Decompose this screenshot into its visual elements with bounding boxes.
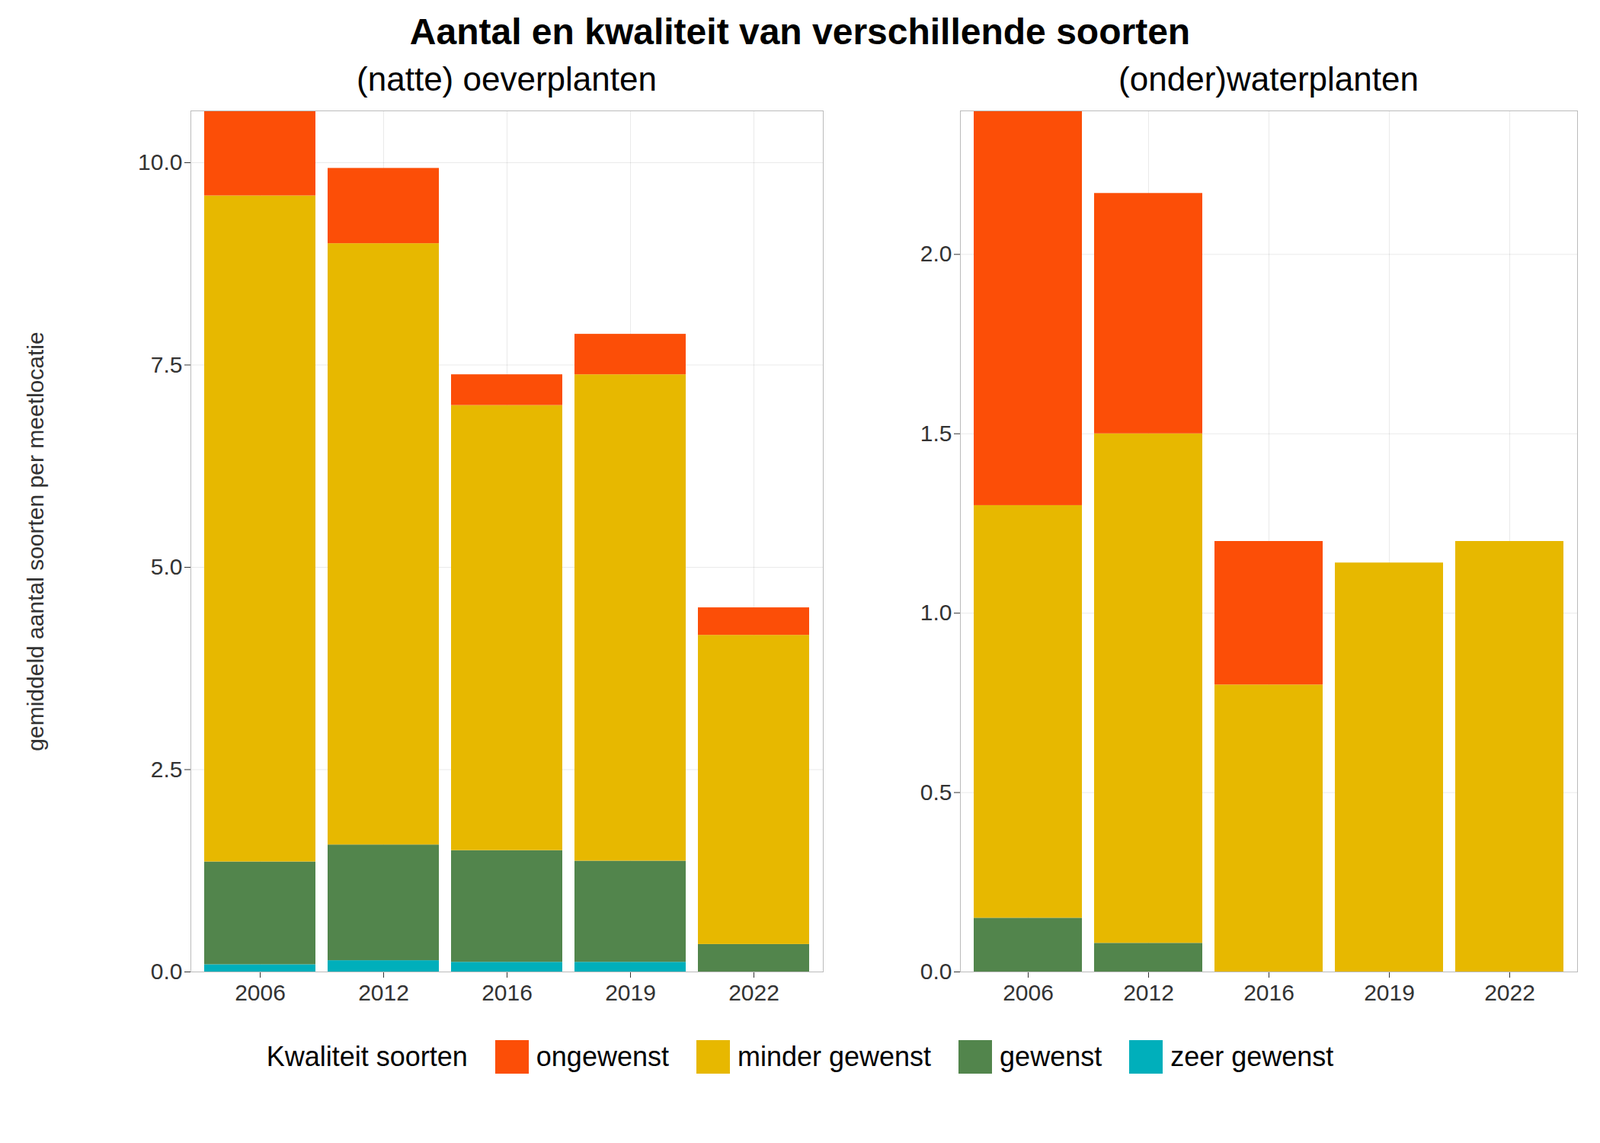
html-text:(natte) oeverplanten: (natte) oeverplanten	[356, 60, 657, 98]
svg-text:0.5: 0.5	[920, 779, 953, 805]
html-text:Kwaliteit soorten: Kwaliteit soorten	[266, 1040, 468, 1072]
html-text:zeer gewenst: zeer gewenst	[1170, 1040, 1334, 1072]
svg-text:2006: 2006	[1002, 979, 1054, 1005]
svg-text:0.0: 0.0	[150, 958, 183, 984]
svg-text:1.0: 1.0	[920, 599, 953, 625]
svg-text:2012: 2012	[1123, 979, 1175, 1005]
svg-text:2019: 2019	[604, 979, 656, 1005]
html-text:ongewenst: ongewenst	[536, 1040, 669, 1072]
svg-text:2012: 2012	[358, 979, 410, 1005]
svg-text:2019: 2019	[1363, 979, 1415, 1005]
svg-text:7.5: 7.5	[150, 352, 183, 378]
svg-text:2006: 2006	[234, 979, 286, 1005]
svg-text:5.0: 5.0	[150, 553, 183, 580]
svg-text:1.5: 1.5	[920, 420, 953, 446]
html-text:minder gewenst: minder gewenst	[737, 1040, 932, 1072]
svg-text:2.0: 2.0	[920, 240, 953, 266]
svg-text:2022: 2022	[1484, 979, 1536, 1005]
html-text:gewenst: gewenst	[999, 1040, 1102, 1072]
svg-text:2.5: 2.5	[150, 756, 183, 782]
html-text:(onder)waterplanten: (onder)waterplanten	[1118, 60, 1419, 98]
svg-text:gemiddeld aantal soorten per m: gemiddeld aantal soorten per meetlocatie	[22, 331, 48, 751]
svg-text:2016: 2016	[1243, 979, 1295, 1005]
html-text:Aantal en kwaliteit van versch: Aantal en kwaliteit van verschillende so…	[409, 11, 1191, 52]
svg-text:2022: 2022	[728, 979, 780, 1005]
svg-text:10.0: 10.0	[137, 149, 183, 175]
svg-text:0.0: 0.0	[920, 958, 953, 984]
svg-text:2016: 2016	[481, 979, 533, 1005]
